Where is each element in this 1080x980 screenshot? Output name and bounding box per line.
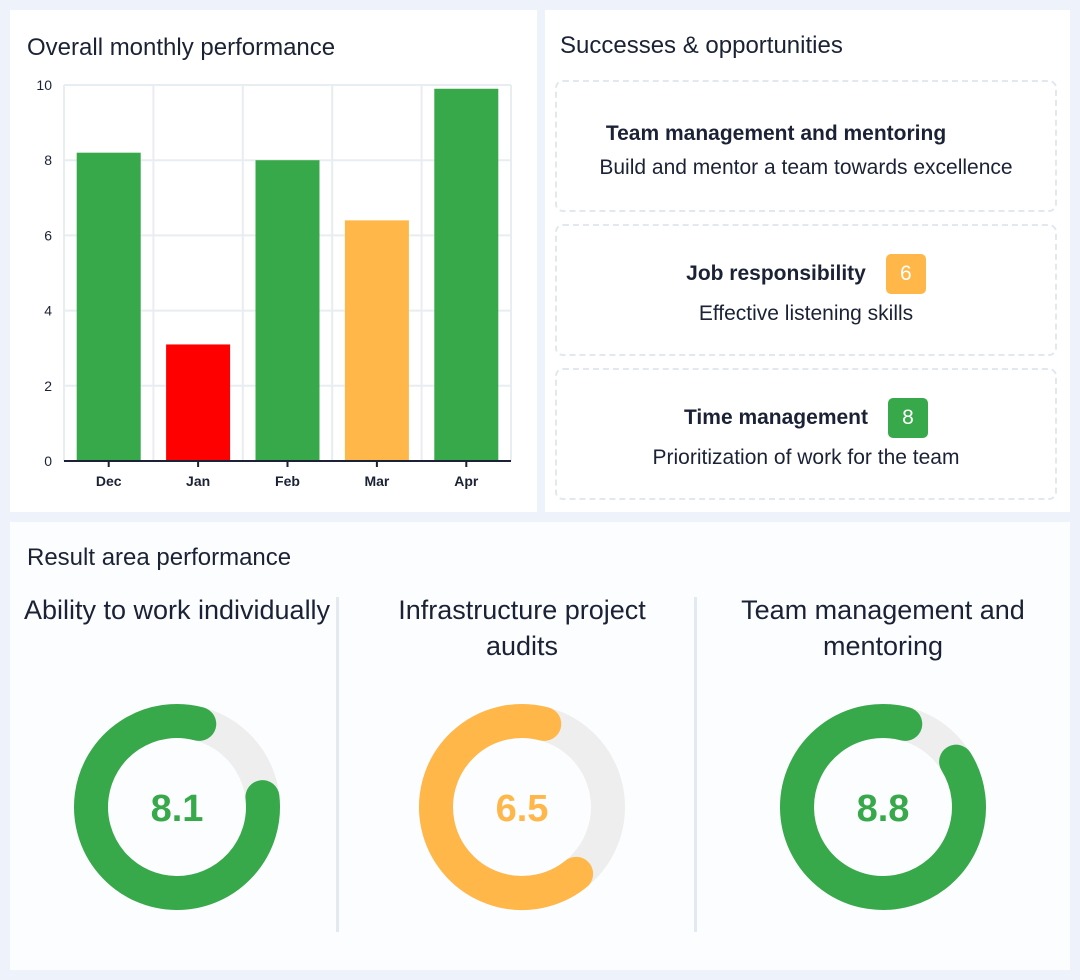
gauge-value: 8.1 <box>151 788 204 830</box>
bar-mar <box>344 220 409 461</box>
card-title: Team management and mentoring <box>605 122 947 145</box>
success-card: Time management 8 Prioritization of work … <box>555 368 1057 500</box>
y-tick-label: 6 <box>44 227 52 243</box>
monthly-bar-chart: 0 2 4 6 8 10 Dec Jan Feb Mar Apr <box>36 77 512 489</box>
gauge-arc <box>419 704 594 910</box>
card-description: Effective listening skills <box>698 302 914 325</box>
panel-title: Successes & opportunities <box>560 32 843 59</box>
card-title: Time management <box>683 406 868 429</box>
bar-apr <box>434 88 499 461</box>
result-area-title: Infrastructure project audits <box>398 595 646 661</box>
x-tick-label: Dec <box>96 473 122 489</box>
x-tick-label: Apr <box>454 473 479 489</box>
result-area-title: Ability to work individually <box>23 595 331 625</box>
result-area-panel: Result area performance Ability to work … <box>10 522 1070 970</box>
gauge-value: 6.5 <box>496 788 549 830</box>
y-tick-label: 10 <box>36 77 52 93</box>
score-badge: 8 <box>888 398 928 438</box>
score-gauge: 8.8 <box>780 704 986 910</box>
success-card: Job responsibility 6 Effective listening … <box>555 224 1057 356</box>
x-tick-label: Mar <box>364 473 389 489</box>
monthly-performance-panel: Overall monthly performance 0 2 4 6 8 10 Dec Ja… <box>10 10 537 512</box>
y-tick-label: 4 <box>44 303 52 319</box>
gauge-value: 8.8 <box>857 788 910 830</box>
card-title: Job responsibility <box>686 262 866 285</box>
x-tick-label: Feb <box>275 473 300 489</box>
bar-dec <box>76 152 141 461</box>
divider <box>694 597 697 932</box>
gauge-arc <box>780 704 986 910</box>
panel-title: Result area performance <box>27 544 292 571</box>
bar-jan <box>166 344 231 461</box>
result-area-item: Infrastructure project audits 6.5 <box>352 592 692 910</box>
panel-title: Overall monthly performance <box>27 34 336 61</box>
card-description: Prioritization of work for the team <box>652 446 960 469</box>
y-tick-label: 0 <box>44 453 52 469</box>
score-badge: 6 <box>885 254 926 294</box>
x-tick-label: Jan <box>186 473 210 489</box>
y-tick-label: 8 <box>44 152 52 168</box>
gauge-arc <box>74 704 280 910</box>
score-gauge: 6.5 <box>419 704 625 910</box>
bar-feb <box>255 160 320 461</box>
successes-panel: Successes & opportunities Team managemen… <box>545 10 1070 512</box>
result-area-item: Ability to work individually 8.1 <box>7 592 347 910</box>
score-gauge: 8.1 <box>74 704 280 910</box>
score-badge <box>966 114 1007 154</box>
result-area-item: Team management and mentoring 8.8 <box>713 592 1053 910</box>
y-tick-label: 2 <box>44 378 52 394</box>
success-card: Team management and mentoring Build and … <box>555 80 1057 212</box>
card-description: Build and mentor a team towards excellen… <box>599 156 1013 179</box>
result-area-title: Team management and mentoring <box>741 595 1025 661</box>
divider <box>336 597 339 932</box>
